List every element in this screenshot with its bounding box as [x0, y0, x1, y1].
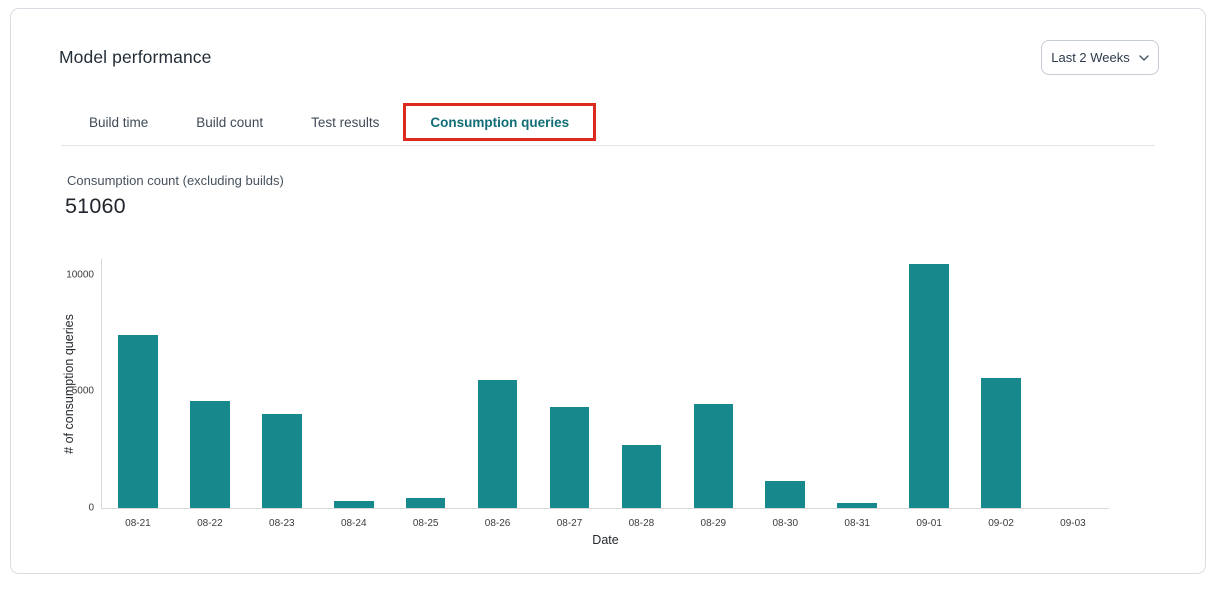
bar-08-24[interactable] [333, 501, 374, 508]
tab-test-results[interactable]: Test results [287, 103, 403, 141]
bar-slot: 08-24 [318, 259, 390, 529]
bar-slot: 08-27 [534, 259, 606, 529]
tab-build-time[interactable]: Build time [65, 103, 172, 141]
metric-value: 51060 [65, 194, 126, 218]
bar-slot: 09-01 [893, 259, 965, 529]
y-axis-title: # of consumption queries [62, 313, 76, 454]
bar-slot: 08-25 [390, 259, 462, 529]
x-tick-label: 08-27 [556, 518, 583, 529]
bar-08-22[interactable] [190, 401, 230, 508]
bar-slot: 08-31 [821, 259, 893, 529]
bar-09-01[interactable] [909, 263, 949, 508]
bar-08-25[interactable] [405, 497, 446, 508]
x-axis-title: Date [592, 533, 619, 547]
x-tick-label: 08-28 [628, 518, 655, 529]
y-tick-label: 5000 [71, 385, 94, 397]
time-range-value: Last 2 Weeks [1051, 50, 1130, 65]
x-tick-label: 09-02 [988, 518, 1014, 529]
chevron-down-icon [1139, 54, 1149, 61]
y-tick-label: 10000 [66, 269, 94, 280]
bar-slot: 08-23 [246, 259, 318, 529]
metric-label: Consumption count (excluding builds) [67, 173, 284, 188]
bar-slot: 08-26 [462, 259, 534, 529]
x-tick-label: 08-29 [700, 518, 727, 529]
bar-08-29[interactable] [693, 404, 734, 508]
x-tick-label: 09-01 [916, 518, 942, 529]
bar-slot: 08-28 [605, 259, 677, 529]
x-tick-label: 08-23 [269, 518, 295, 529]
bar-08-26[interactable] [477, 380, 518, 508]
x-tick-label: 08-22 [197, 518, 223, 529]
bar-08-28[interactable] [621, 445, 662, 508]
bar-slot: 08-22 [174, 259, 246, 529]
bar-slot: 09-02 [965, 259, 1037, 529]
x-tick-label: 08-24 [340, 518, 367, 529]
bar-slot: 08-30 [749, 259, 821, 529]
x-tick-label: 08-30 [772, 518, 799, 529]
bar-08-23[interactable] [262, 413, 302, 508]
x-tick-label: 08-25 [412, 518, 439, 529]
bar-08-30[interactable] [765, 481, 806, 508]
time-range-dropdown[interactable]: Last 2 Weeks [1041, 40, 1159, 75]
page-title: Model performance [59, 47, 212, 67]
bar-09-02[interactable] [981, 378, 1021, 508]
bar-08-21[interactable] [118, 334, 158, 508]
bar-08-27[interactable] [549, 406, 590, 508]
tab-bar-divider [61, 145, 1155, 146]
bar-08-31[interactable] [837, 503, 877, 508]
bar-slot: 08-29 [677, 259, 749, 529]
tab-consumption-queries[interactable]: Consumption queries [403, 103, 597, 141]
x-tick-label: 08-21 [125, 518, 151, 529]
consumption-queries-bar-chart: # of consumption queries Date 0 5000 10000… [62, 259, 1109, 547]
x-tick-label: 08-26 [484, 518, 511, 529]
x-tick-label: 08-31 [844, 518, 870, 529]
x-tick-label: 09-03 [1060, 518, 1086, 529]
model-performance-card: Model performance Last 2 Weeks Build tim… [10, 8, 1206, 574]
bar-slot: 09-03 [1037, 259, 1109, 529]
y-tick-label: 0 [88, 502, 94, 514]
bar-slot: 08-21 [102, 259, 174, 529]
tab-bar: Build time Build count Test results Cons… [65, 103, 1145, 141]
tab-build-count[interactable]: Build count [172, 103, 287, 141]
